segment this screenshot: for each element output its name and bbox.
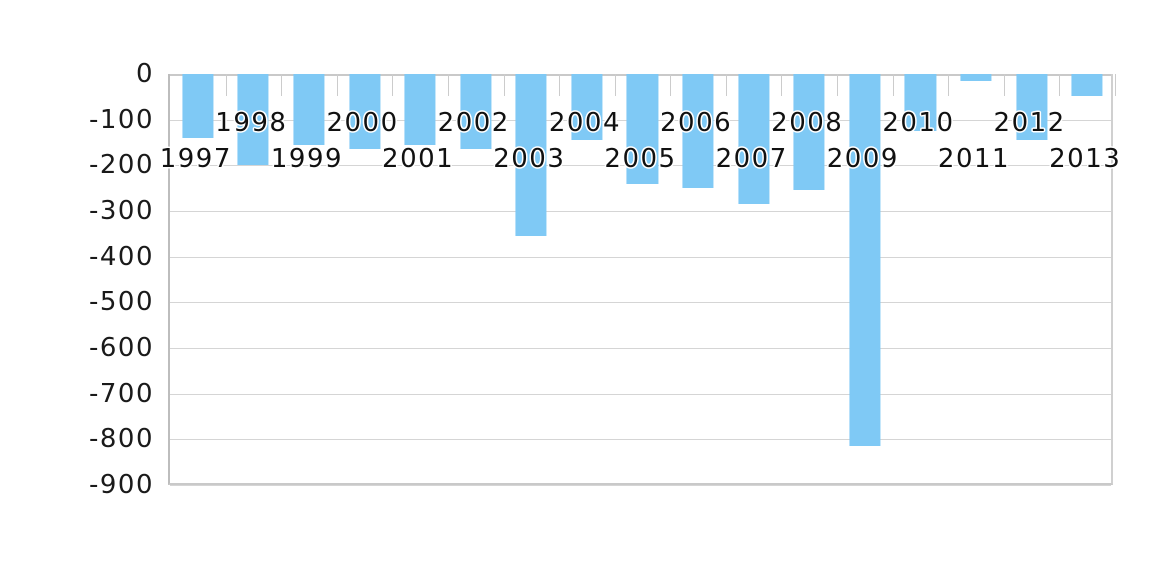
bar-slot [893,74,949,483]
bar-2000[interactable] [348,74,381,150]
bar-2007[interactable] [738,74,770,205]
bar-2001[interactable] [404,74,436,145]
x-axis-tickmark [837,74,839,96]
y-axis-tick-label: -100 [88,104,154,135]
bar-2009[interactable] [849,74,881,447]
x-axis-tickmark [892,74,894,96]
bar-slot [448,74,504,483]
x-axis-tickmark [781,74,783,96]
bar-slot [948,74,1004,483]
bar-2011[interactable] [960,74,992,81]
bar-2002[interactable] [460,74,492,150]
x-axis-tickmark [614,74,616,96]
y-axis-tick-label: -600 [88,333,154,363]
bar-2004[interactable] [571,74,603,141]
bar-2005[interactable] [626,74,659,184]
gridline [170,256,1111,258]
y-axis-tick-label: -400 [88,241,154,272]
bar-slot [226,74,282,483]
y-axis-tick-label: -500 [88,287,154,318]
y-axis-tick-label: -900 [88,470,154,500]
gridline [170,485,1111,486]
x-axis-tickmark [281,74,283,96]
bar-slot [615,74,671,483]
bar-slot [504,74,560,483]
bar-2013[interactable] [1071,74,1103,96]
gridline [170,439,1111,441]
bar-slot [670,74,726,483]
x-axis-tickmark [559,74,561,96]
bar-slot [781,74,837,483]
y-axis-tick-label: -800 [88,424,154,455]
x-axis-tickmark [1003,74,1005,96]
bar-2008[interactable] [793,74,825,191]
bar-slot [1004,74,1060,483]
bar-slot [392,74,448,483]
bar-2003[interactable] [515,74,547,237]
bar-1998[interactable] [237,74,269,166]
x-axis-tickmark [725,74,727,96]
y-axis-tick-label: -700 [88,378,154,409]
y-axis: 0 -100 -200 -300 -400 -500 -600 -700 -800 -900 [0,0,168,561]
bar-slot [559,74,615,483]
gridline [170,211,1111,212]
x-axis-tickmark [1059,74,1061,96]
x-axis-tickmark [336,74,338,96]
y-axis-tick-label: -200 [88,150,154,181]
gridline [170,302,1111,304]
x-axis-tickmark [1115,74,1116,96]
bars-layer [170,74,1116,483]
bar-1997[interactable] [182,74,214,138]
bar-slot [337,74,393,483]
y-axis-tick-label: -300 [88,196,154,226]
y-axis-tick-label: 0 [135,59,154,89]
gridline [170,348,1111,349]
x-axis-tickmark [225,74,227,96]
bar-slot [726,74,782,483]
x-axis-tickmark [447,74,449,96]
bar-slot [1059,74,1115,483]
plot-area [168,74,1116,486]
bar-2006[interactable] [682,74,714,189]
bar-slot [170,74,226,483]
bar-slot [837,74,893,483]
bar-2010[interactable] [904,74,936,132]
x-axis-tickmark [670,74,672,96]
bar-1999[interactable] [293,74,325,145]
bar-2012[interactable] [1016,74,1048,141]
x-axis-tickmark [392,74,394,96]
x-axis-tickmark [503,74,505,96]
bar-slot [281,74,337,483]
gridline [170,393,1111,395]
x-axis-tickmark [948,74,950,96]
